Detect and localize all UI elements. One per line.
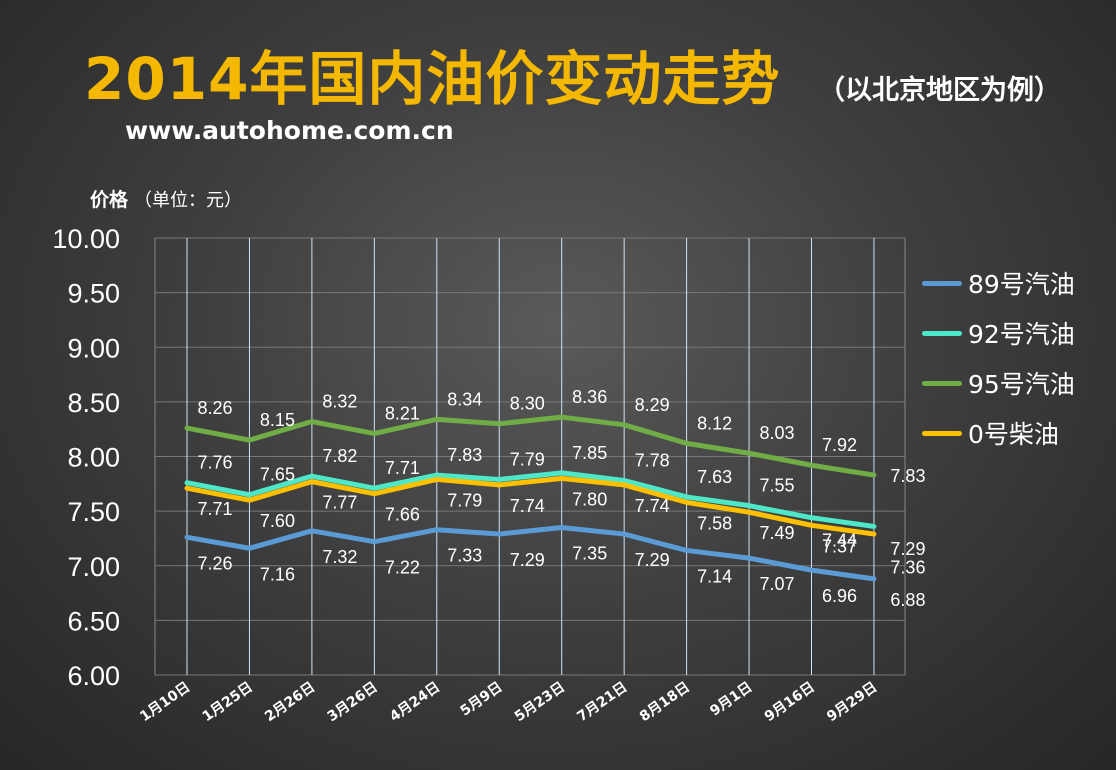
x-tick-label: 5月23日 — [512, 679, 568, 725]
data-label-2: 8.12 — [697, 413, 732, 433]
series-line-3 — [184, 475, 877, 537]
legend-label-92: 92号汽油 — [968, 320, 1075, 349]
data-label-0: 7.29 — [635, 550, 670, 570]
y-tick-label: 10.00 — [52, 224, 120, 254]
legend-swatch-89 — [922, 280, 962, 286]
data-label-3: 7.80 — [572, 489, 607, 509]
data-label-2: 8.32 — [322, 392, 357, 412]
data-label-0: 7.16 — [260, 564, 295, 584]
y-tick-label: 6.50 — [67, 606, 120, 636]
data-label-0: 7.14 — [697, 566, 732, 586]
data-label-1: 7.65 — [260, 465, 295, 485]
data-label-2: 8.03 — [760, 423, 795, 443]
data-label-0: 7.32 — [322, 547, 357, 567]
data-label-2: 7.92 — [822, 435, 857, 455]
data-label-2: 8.21 — [385, 404, 420, 424]
data-label-1: 7.44 — [822, 531, 857, 551]
data-label-3: 7.66 — [385, 505, 420, 525]
x-tick-label: 9月1日 — [707, 679, 755, 719]
y-tick-label: 6.00 — [67, 661, 120, 691]
data-label-3: 7.29 — [890, 539, 925, 559]
data-label-3: 7.37 — [822, 536, 857, 556]
x-tick-label: 9月16日 — [762, 679, 818, 725]
data-label-3: 7.71 — [197, 499, 232, 519]
series-line-0 — [184, 525, 877, 582]
data-label-2: 8.36 — [572, 387, 607, 407]
y-tick-label: 7.50 — [67, 497, 120, 527]
data-label-1: 7.71 — [385, 458, 420, 478]
legend-item-0: 0号柴油 — [922, 408, 1075, 458]
data-label-3: 7.58 — [697, 513, 732, 533]
data-label-1: 7.82 — [322, 446, 357, 466]
data-label-0: 6.88 — [890, 590, 925, 610]
x-tick-label: 5月9日 — [457, 679, 505, 719]
data-label-2: 7.83 — [890, 466, 925, 486]
site-url: www.autohome.com.cn — [125, 116, 454, 145]
data-label-1: 7.63 — [697, 467, 732, 487]
data-label-3: 7.79 — [447, 490, 482, 510]
y-axis-title: 价格 （单位：元） — [90, 185, 242, 212]
data-label-0: 7.26 — [197, 553, 232, 573]
legend: 89号汽油 92号汽油 95号汽油 0号柴油 — [922, 258, 1075, 458]
series-line-1 — [184, 470, 877, 529]
legend-item-95: 95号汽油 — [922, 358, 1075, 408]
legend-label-89: 89号汽油 — [968, 270, 1075, 299]
data-label-0: 7.22 — [385, 558, 420, 578]
y-axis-unit: （单位：元） — [134, 190, 243, 211]
y-tick-label: 9.50 — [67, 279, 120, 309]
data-label-3: 7.74 — [510, 496, 545, 516]
legend-swatch-95 — [922, 380, 962, 386]
y-tick-label: 7.00 — [67, 552, 120, 582]
x-tick-label: 1月25日 — [200, 679, 256, 725]
y-axis-label: 价格 — [90, 189, 129, 211]
data-label-2: 8.30 — [510, 394, 545, 414]
data-label-3: 7.49 — [760, 523, 795, 543]
data-label-2: 8.26 — [197, 398, 232, 418]
data-label-1: 7.76 — [197, 453, 232, 473]
legend-item-92: 92号汽油 — [922, 308, 1075, 358]
x-tick-label: 9月29日 — [824, 679, 880, 725]
data-label-1: 7.83 — [447, 445, 482, 465]
legend-swatch-92 — [922, 330, 962, 336]
chart-subtitle: （以北京地区为例） — [818, 75, 1061, 106]
legend-swatch-0 — [922, 430, 962, 436]
x-tick-label: 2月26日 — [262, 679, 318, 725]
data-label-0: 6.96 — [822, 586, 857, 606]
legend-item-89: 89号汽油 — [922, 258, 1075, 308]
data-label-1: 7.55 — [760, 476, 795, 496]
y-tick-label: 8.00 — [67, 443, 120, 473]
data-label-3: 7.74 — [635, 496, 670, 516]
data-label-2: 8.29 — [635, 395, 670, 415]
x-tick-label: 1月10日 — [137, 679, 193, 725]
data-label-1: 7.36 — [890, 557, 925, 577]
data-label-0: 7.07 — [760, 574, 795, 594]
legend-label-0: 0号柴油 — [968, 420, 1059, 449]
y-tick-label: 8.50 — [67, 388, 120, 418]
data-label-0: 7.33 — [447, 546, 482, 566]
data-label-0: 7.35 — [572, 544, 607, 564]
data-label-1: 7.79 — [510, 449, 545, 469]
data-label-2: 8.15 — [260, 410, 295, 430]
y-tick-label: 9.00 — [67, 333, 120, 363]
data-label-1: 7.85 — [572, 443, 607, 463]
series-line-2 — [184, 414, 877, 478]
data-label-0: 7.29 — [510, 550, 545, 570]
x-tick-label: 3月26日 — [325, 679, 381, 725]
data-label-3: 7.77 — [322, 493, 357, 513]
data-label-2: 8.34 — [447, 389, 482, 409]
x-tick-label: 8月18日 — [637, 679, 693, 725]
x-tick-label: 4月24日 — [387, 679, 443, 725]
x-tick-label: 7月21日 — [574, 679, 630, 725]
data-label-1: 7.78 — [635, 451, 670, 471]
data-label-3: 7.60 — [260, 511, 295, 531]
legend-label-95: 95号汽油 — [968, 370, 1075, 399]
chart-title: 2014年国内油价变动走势 — [84, 45, 781, 113]
